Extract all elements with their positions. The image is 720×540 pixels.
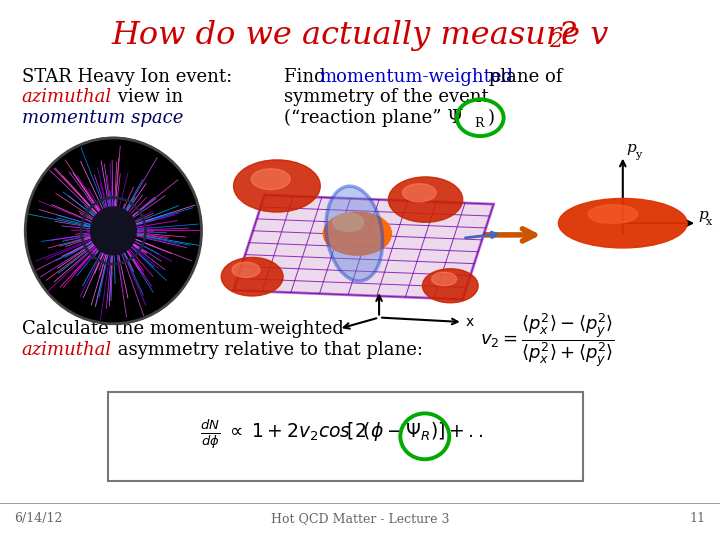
- Ellipse shape: [402, 184, 436, 202]
- Text: $\frac{dN}{d\phi} \;\propto\; 1 + 2v_2 cos\!\left[2\!\left(\phi - \Psi_R\right)\: $\frac{dN}{d\phi} \;\propto\; 1 + 2v_2 c…: [200, 418, 484, 453]
- Ellipse shape: [251, 168, 290, 190]
- Text: view in: view in: [112, 88, 183, 106]
- Text: x: x: [466, 315, 474, 329]
- Ellipse shape: [232, 262, 260, 278]
- Ellipse shape: [431, 272, 456, 286]
- Ellipse shape: [388, 177, 463, 222]
- Text: symmetry of the event: symmetry of the event: [284, 88, 489, 106]
- Ellipse shape: [221, 258, 283, 296]
- Ellipse shape: [233, 160, 320, 212]
- Text: y: y: [635, 150, 641, 160]
- Ellipse shape: [333, 213, 364, 231]
- Text: 6/14/12: 6/14/12: [14, 512, 63, 525]
- Text: asymmetry relative to that plane:: asymmetry relative to that plane:: [112, 341, 423, 359]
- Text: p: p: [626, 141, 636, 155]
- FancyBboxPatch shape: [108, 392, 583, 481]
- Text: 11: 11: [690, 512, 706, 525]
- Text: p: p: [698, 208, 708, 222]
- Polygon shape: [233, 195, 494, 299]
- Text: plane of: plane of: [483, 68, 562, 86]
- Text: (“reaction plane” Ψ: (“reaction plane” Ψ: [284, 109, 464, 127]
- Ellipse shape: [588, 205, 638, 224]
- Text: ): ): [488, 109, 495, 127]
- Ellipse shape: [25, 137, 202, 325]
- Text: Calculate the momentum-weighted: Calculate the momentum-weighted: [22, 320, 343, 339]
- Text: Hot QCD Matter - Lecture 3: Hot QCD Matter - Lecture 3: [271, 512, 449, 525]
- Text: azimuthal: azimuthal: [22, 88, 112, 106]
- Text: x: x: [706, 217, 711, 227]
- Ellipse shape: [323, 212, 392, 255]
- Ellipse shape: [423, 269, 478, 303]
- Text: momentum space: momentum space: [22, 109, 183, 127]
- Text: How do we actually measure v: How do we actually measure v: [112, 19, 608, 51]
- Text: STAR Heavy Ion event:: STAR Heavy Ion event:: [22, 68, 232, 86]
- Ellipse shape: [326, 186, 382, 281]
- Text: azimuthal: azimuthal: [22, 341, 112, 359]
- Text: ?: ?: [559, 19, 576, 51]
- Ellipse shape: [26, 138, 201, 324]
- Ellipse shape: [91, 207, 136, 255]
- Text: 2: 2: [549, 32, 562, 51]
- Text: R: R: [474, 117, 484, 130]
- Ellipse shape: [559, 198, 687, 248]
- Text: $v_2 = \dfrac{\langle p_x^2 \rangle - \langle p_y^2 \rangle}{\langle p_x^2 \rang: $v_2 = \dfrac{\langle p_x^2 \rangle - \l…: [480, 311, 615, 369]
- Text: momentum-weighted: momentum-weighted: [319, 68, 513, 86]
- Text: Find: Find: [284, 68, 332, 86]
